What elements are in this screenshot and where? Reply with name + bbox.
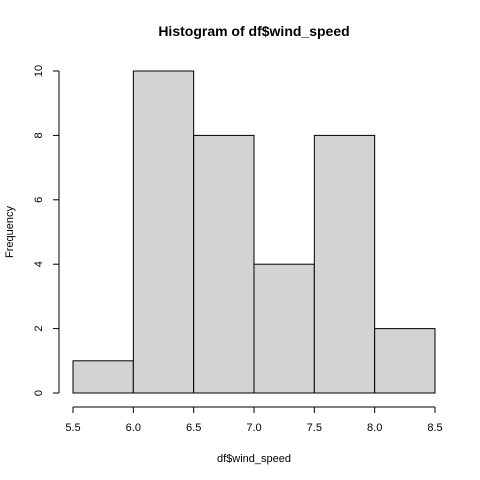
x-tick-label-0: 5.5: [65, 422, 80, 434]
x-axis-label: df$wind_speed: [217, 453, 291, 465]
histogram-bar-3: [253, 263, 315, 394]
bars-group: [72, 70, 436, 394]
x-tick-label-2: 6.5: [186, 422, 201, 434]
y-tick-label-0: 0: [33, 390, 45, 396]
histogram-bar-4: [313, 134, 376, 394]
x-tick-label-4: 7.5: [307, 422, 322, 434]
x-axis: 5.5 6.0 6.5 7.0 7.5 8.0 8.5: [65, 406, 443, 434]
chart-title: Histogram of df$wind_speed: [158, 23, 349, 39]
histogram-bar-0: [72, 360, 134, 394]
y-tick-label-2: 4: [33, 261, 45, 267]
x-tick-label-6: 8.5: [427, 422, 442, 434]
y-tick-label-4: 8: [33, 132, 45, 138]
x-tick-label-1: 6.0: [126, 422, 141, 434]
histogram-bar-5: [374, 328, 436, 394]
y-tick-label-3: 6: [33, 197, 45, 203]
x-tick-label-3: 7.0: [246, 422, 261, 434]
y-tick-label-5: 10: [33, 65, 45, 77]
y-axis: 0 2 4 6 8 10: [33, 65, 60, 396]
y-axis-label: Frequency: [4, 206, 16, 258]
x-tick-label-5: 8.0: [367, 422, 382, 434]
y-tick-label-1: 2: [33, 326, 45, 332]
histogram-bar-1: [132, 70, 195, 394]
histogram-bar-2: [193, 134, 255, 394]
